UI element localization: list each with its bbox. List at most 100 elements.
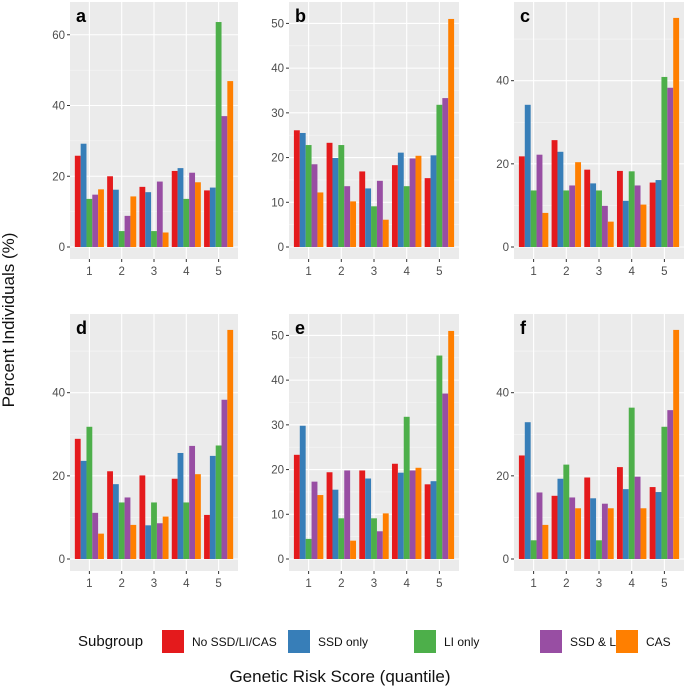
bar-d-q2-s5 bbox=[130, 524, 137, 559]
bar-a-q5-s2 bbox=[209, 187, 216, 247]
bar-c-q3-s2 bbox=[590, 183, 597, 247]
y-tick-label: 30 bbox=[271, 420, 284, 432]
legend-swatch bbox=[162, 630, 184, 653]
panel-b: 0 10 20 30 40 50 1 2 3 4 5 b bbox=[271, 2, 459, 278]
bar-a-q4-s1 bbox=[171, 170, 178, 247]
bar-f-q2-s4 bbox=[569, 497, 576, 559]
y-tick-label: 20 bbox=[52, 171, 65, 183]
bar-f-q5-s2 bbox=[655, 492, 662, 559]
bar-b-q5-s1 bbox=[424, 178, 431, 247]
bar-d-q2-s1 bbox=[107, 471, 113, 559]
x-tick-label: 3 bbox=[151, 578, 157, 590]
bar-a-q2-s2 bbox=[112, 189, 119, 247]
bar-d-q1-s4 bbox=[92, 512, 99, 559]
legend-swatch bbox=[288, 630, 310, 653]
panel-f: 0 20 40 1 2 3 4 5 f bbox=[496, 314, 684, 590]
bar-a-q2-s1 bbox=[107, 176, 113, 247]
panel-e: 0 10 20 30 40 50 1 2 3 4 5 e bbox=[271, 314, 459, 590]
bar-c-q1-s3 bbox=[530, 190, 537, 247]
bar-f-q1-s2 bbox=[524, 422, 531, 559]
bar-f-q2-s1 bbox=[551, 495, 558, 559]
bar-b-q1-s2 bbox=[299, 132, 306, 247]
legend-swatch bbox=[616, 630, 638, 653]
x-tick-label: 3 bbox=[596, 266, 602, 278]
bar-b-q2-s3 bbox=[338, 145, 345, 247]
bar-c-q2-s5 bbox=[575, 162, 582, 247]
bar-e-q1-s5 bbox=[317, 495, 324, 559]
y-tick-label: 40 bbox=[496, 76, 509, 88]
panel-label: f bbox=[520, 318, 527, 338]
legend-label: CAS bbox=[646, 635, 671, 649]
x-tick-label: 3 bbox=[371, 578, 377, 590]
bar-d-q4-s4 bbox=[189, 445, 196, 559]
legend-label: No SSD/LI/CAS bbox=[192, 635, 277, 649]
bar-e-q2-s3 bbox=[338, 518, 345, 559]
bar-f-q4-s5 bbox=[640, 508, 647, 559]
bar-d-q1-s3 bbox=[86, 426, 93, 559]
bar-c-q4-s1 bbox=[616, 170, 623, 247]
y-tick-label: 50 bbox=[271, 18, 284, 30]
bar-f-q3-s1 bbox=[584, 477, 591, 559]
bar-c-q3-s3 bbox=[596, 190, 602, 247]
bar-a-q1-s3 bbox=[86, 198, 93, 247]
bar-f-q3-s4 bbox=[601, 503, 608, 559]
bar-b-q5-s2 bbox=[430, 155, 437, 247]
x-tick-label: 2 bbox=[338, 578, 344, 590]
x-tick-label: 2 bbox=[118, 578, 124, 590]
bar-c-q2-s2 bbox=[557, 151, 564, 247]
bar-d-q4-s5 bbox=[195, 474, 201, 559]
bar-d-q1-s2 bbox=[80, 460, 87, 559]
bar-d-q4-s3 bbox=[183, 502, 190, 559]
y-tick-label: 40 bbox=[271, 375, 284, 387]
panel-c: 0 20 40 1 2 3 4 5 c bbox=[496, 2, 684, 278]
bar-d-q3-s1 bbox=[139, 475, 146, 559]
bar-f-q5-s3 bbox=[661, 426, 668, 559]
y-tick-label: 40 bbox=[52, 101, 65, 113]
bar-d-q5-s2 bbox=[209, 455, 216, 559]
y-tick-label: 10 bbox=[271, 197, 284, 209]
bar-c-q5-s3 bbox=[661, 76, 668, 247]
bar-e-q1-s1 bbox=[293, 454, 300, 559]
bar-c-q2-s1 bbox=[551, 140, 558, 247]
y-tick-label: 20 bbox=[496, 159, 509, 171]
bar-d-q3-s2 bbox=[145, 525, 152, 559]
y-tick-label: 10 bbox=[271, 509, 284, 521]
legend-label: LI only bbox=[444, 635, 479, 649]
bar-f-q3-s2 bbox=[590, 498, 597, 559]
bar-a-q5-s1 bbox=[204, 190, 210, 247]
bar-f-q2-s5 bbox=[575, 508, 582, 559]
bar-b-q4-s2 bbox=[397, 152, 404, 247]
bar-a-q3-s2 bbox=[145, 192, 152, 247]
bar-a-q3-s1 bbox=[139, 186, 146, 247]
x-tick-label: 1 bbox=[530, 266, 536, 278]
bar-c-q5-s4 bbox=[667, 87, 674, 248]
bar-f-q1-s1 bbox=[518, 455, 525, 559]
bar-d-q4-s1 bbox=[171, 478, 178, 559]
x-tick-label: 1 bbox=[530, 578, 536, 590]
y-tick-label: 0 bbox=[59, 242, 65, 254]
bar-c-q4-s5 bbox=[640, 204, 647, 247]
bar-d-q4-s2 bbox=[177, 452, 184, 559]
bar-e-q2-s5 bbox=[350, 540, 357, 559]
bar-b-q4-s4 bbox=[409, 158, 416, 247]
x-tick-label: 1 bbox=[86, 578, 92, 590]
legend-swatch bbox=[540, 630, 562, 653]
x-tick-label: 5 bbox=[436, 578, 442, 590]
y-tick-label: 0 bbox=[59, 554, 65, 566]
bar-b-q3-s4 bbox=[376, 180, 383, 247]
bar-a-q4-s5 bbox=[195, 182, 201, 247]
bar-d-q5-s3 bbox=[215, 445, 222, 559]
bar-a-q2-s5 bbox=[130, 196, 137, 247]
bar-b-q1-s5 bbox=[317, 192, 324, 247]
bar-f-q5-s1 bbox=[649, 487, 656, 559]
x-tick-label: 2 bbox=[118, 266, 124, 278]
y-tick-label: 20 bbox=[496, 471, 509, 483]
bar-e-q2-s2 bbox=[332, 489, 339, 559]
bar-c-q3-s5 bbox=[607, 221, 614, 247]
bar-c-q2-s3 bbox=[563, 190, 570, 247]
bar-e-q3-s3 bbox=[371, 518, 377, 559]
x-tick-label: 5 bbox=[215, 578, 221, 590]
bar-d-q3-s4 bbox=[156, 523, 163, 559]
y-tick-label: 20 bbox=[52, 471, 65, 483]
bar-f-q2-s2 bbox=[557, 478, 564, 559]
